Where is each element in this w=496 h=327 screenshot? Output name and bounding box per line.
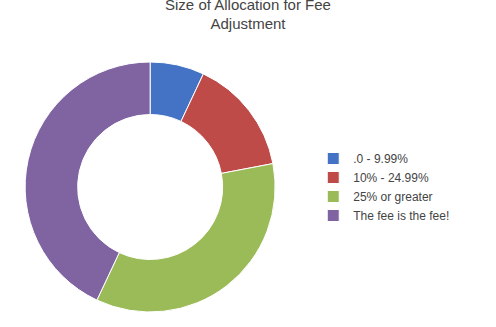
svg-text:.0 - 9.99%: .0 - 9.99% [353, 152, 408, 166]
svg-text:25% or greater: 25% or greater [353, 190, 432, 204]
svg-text:The fee is the fee!: The fee is the fee! [353, 209, 449, 223]
svg-text:Size of Allocation for FeeAdju: Size of Allocation for FeeAdjustment [165, 0, 331, 32]
svg-text:10% - 24.99%: 10% - 24.99% [353, 171, 429, 185]
